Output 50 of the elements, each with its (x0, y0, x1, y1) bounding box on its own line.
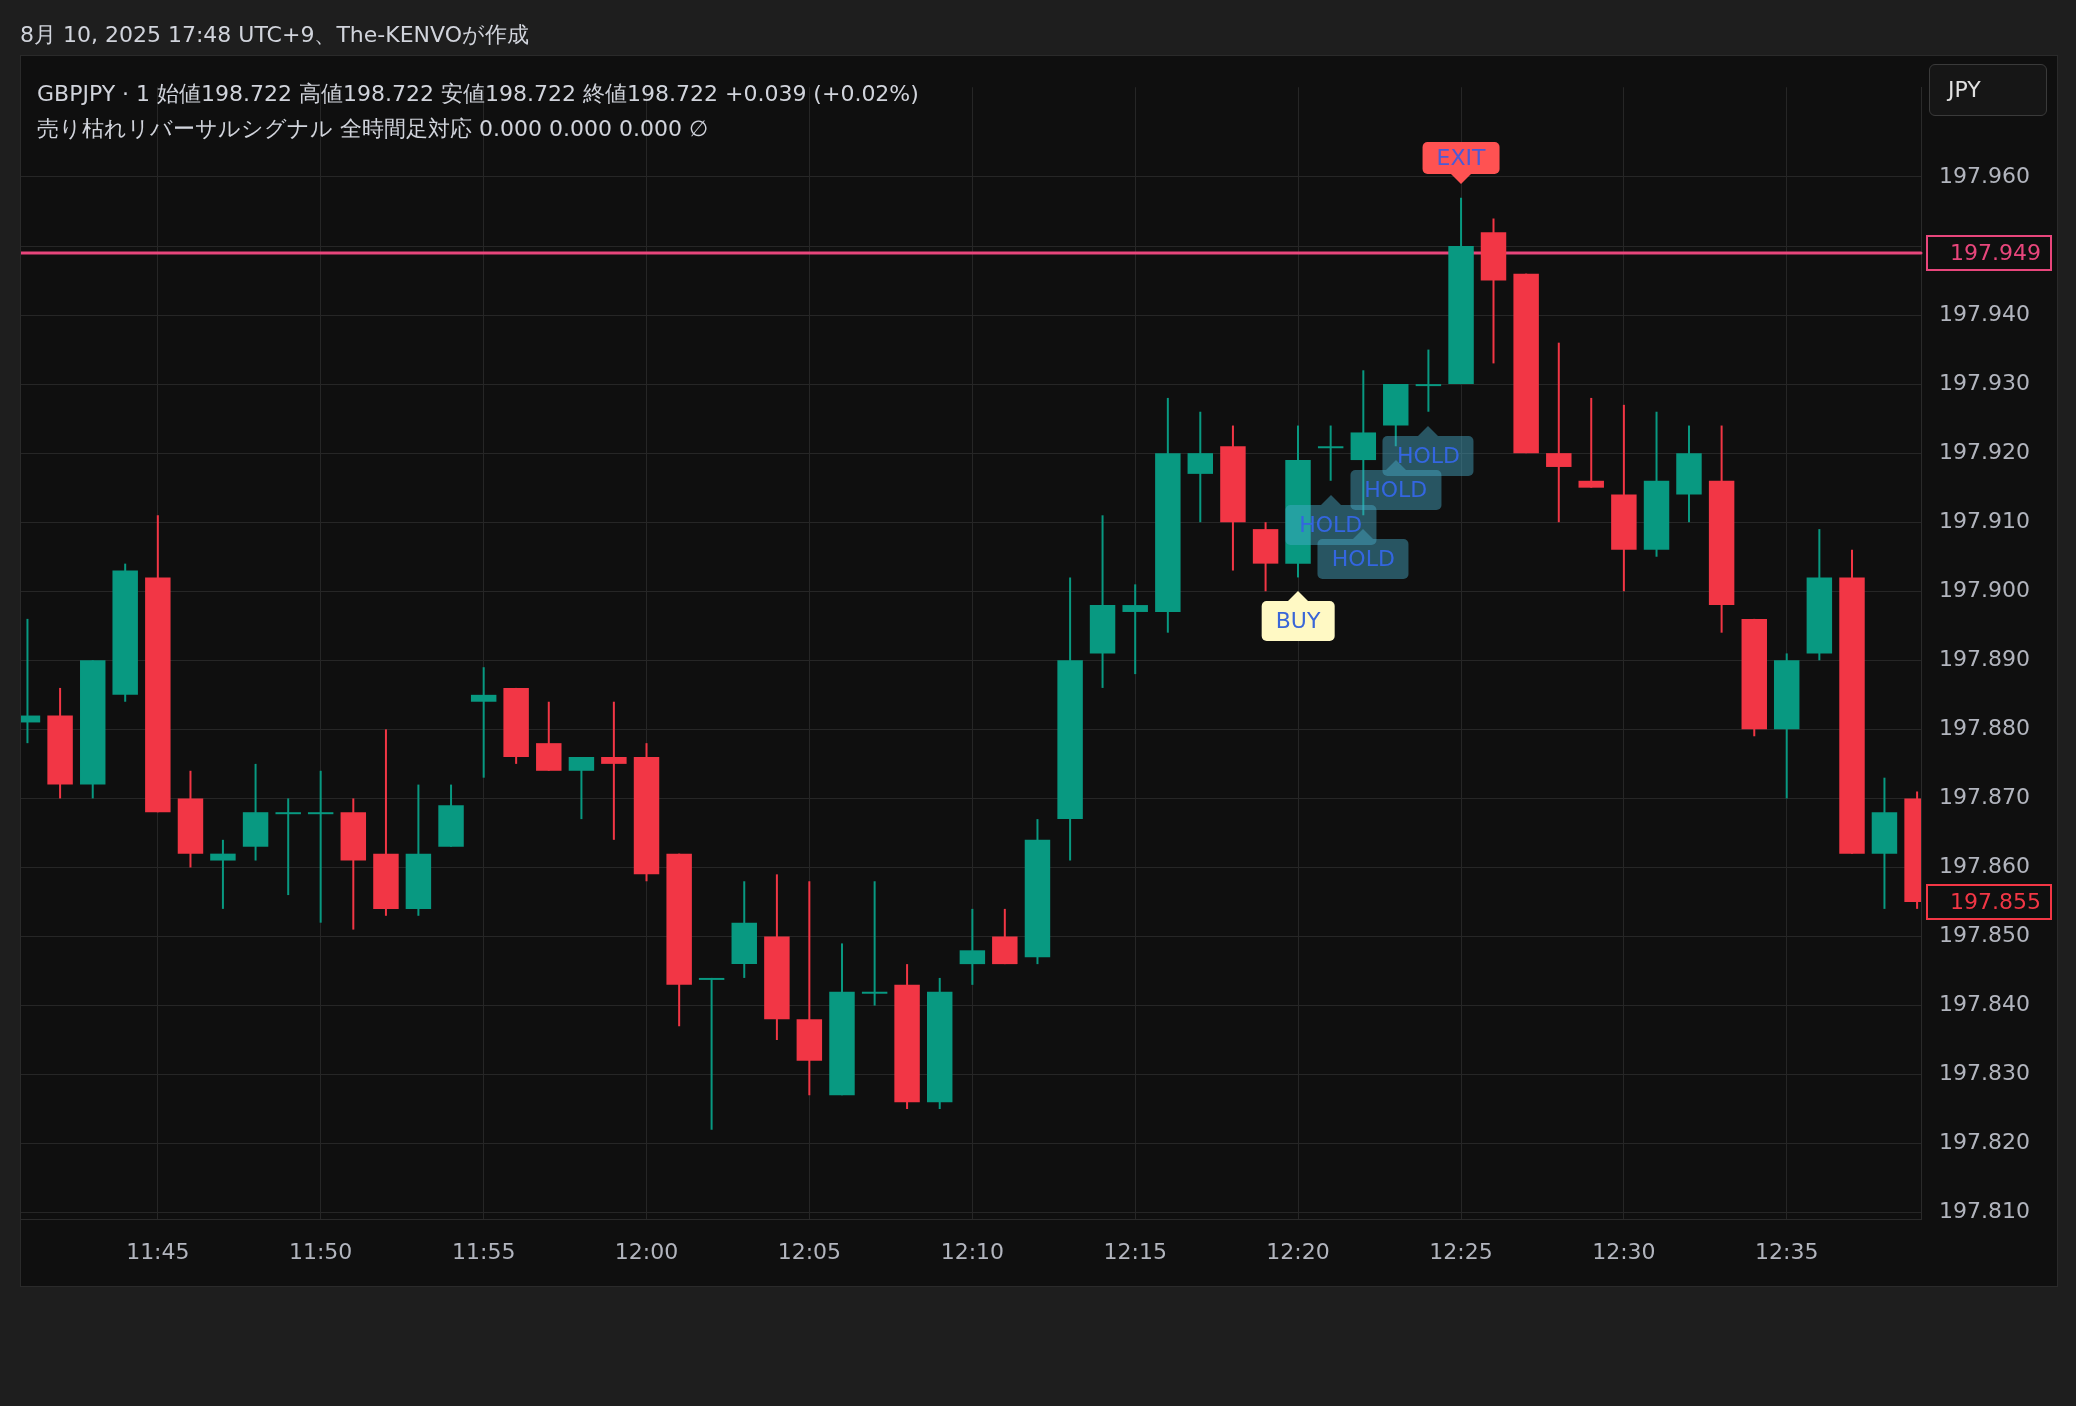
text: 売り枯れリバーサルシグナル 全時間足対応 0.000 0.000 0.000 ∅ (37, 115, 710, 143)
y-tick-label: 197.930 (1939, 369, 2030, 395)
candlestick (861, 880, 888, 1007)
y-tick-label: 197.910 (1939, 507, 2030, 533)
x-tick-label: 12:30 (1592, 1238, 1656, 1264)
chart-title: GBPJPY · 1 始値198.722 高値198.722 安値198.722 終値198.722 +0.039 (+0.02%) (37, 80, 919, 108)
y-tick-label: 197.960 (1939, 162, 2030, 188)
candlestick (275, 797, 301, 897)
x-tick-label: 12:15 (1103, 1238, 1167, 1264)
y-tick-label: 197.920 (1939, 438, 2030, 464)
candlestick (1317, 424, 1344, 482)
candlestick (1415, 348, 1442, 413)
x-tick-label: 12:25 (1429, 1238, 1493, 1264)
x-tick-label: 11:55 (451, 1238, 516, 1264)
y-tick-label: 197.850 (1939, 922, 2030, 948)
candlestick (1122, 583, 1148, 676)
annotation: 197.855 (1950, 888, 2041, 914)
x-tick-label: 12:05 (777, 1238, 842, 1264)
candlestick (470, 666, 497, 779)
candlestick (601, 700, 627, 841)
tag: BUY (1261, 601, 1335, 642)
candlestick (1546, 341, 1572, 524)
tag: HOLD (1350, 470, 1442, 511)
candlestick (959, 907, 986, 986)
y-tick-label: 197.860 (1939, 853, 2030, 879)
y-tick-label: 197.810 (1939, 1198, 2030, 1224)
y-tick-label: 197.830 (1939, 1060, 2030, 1086)
y-tick-label: 197.900 (1939, 576, 2030, 602)
candlestick (698, 976, 725, 1131)
y-tick-label: 197.870 (1939, 784, 2030, 810)
x-tick-label: 11:45 (126, 1238, 190, 1264)
y-tick-label: 197.880 (1939, 715, 2030, 741)
candlestick (307, 769, 334, 924)
candlestick (210, 838, 236, 910)
candlestick (1578, 396, 1604, 489)
y-tick-label: 197.940 (1939, 300, 2030, 326)
x-tick-label: 12:00 (614, 1238, 679, 1264)
y-tick-label: 197.890 (1939, 646, 2030, 672)
tag: HOLD (1382, 435, 1474, 476)
x-tick-label: 12:35 (1755, 1238, 1819, 1264)
x-tick-label: 11:50 (288, 1238, 353, 1264)
x-tick-label: 12:20 (1266, 1238, 1330, 1264)
text: JPY (1929, 64, 2047, 116)
x-tick-label: 12:10 (940, 1238, 1005, 1264)
ref-line-label: 197.949 (1950, 239, 2041, 265)
tag: HOLD (1317, 539, 1409, 580)
tag: EXIT (1422, 141, 1500, 174)
text: 8月 10, 2025 17:48 UTC+9、The-KENVOが作成 (20, 21, 530, 49)
y-tick-label: 197.820 (1939, 1129, 2030, 1155)
y-tick-label: 197.840 (1939, 991, 2030, 1017)
